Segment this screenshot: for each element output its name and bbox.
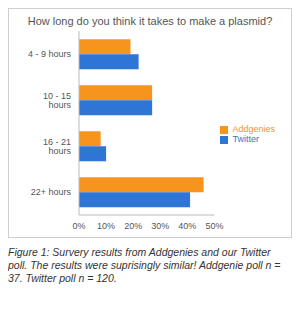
- svg-text:50%: 50%: [205, 221, 223, 231]
- svg-text:10 - 15hours: 10 - 15hours: [43, 91, 72, 110]
- svg-text:40%: 40%: [178, 221, 196, 231]
- svg-text:30%: 30%: [151, 221, 169, 231]
- html-text:Addgenies: Addgenies: [232, 124, 275, 134]
- html-text:Twitter: Twitter: [232, 134, 259, 144]
- html-text:How long do you think it takes: How long do you think it takes to make a…: [27, 15, 273, 27]
- html-text:Figure 1: Survery results from: Figure 1: Survery results from Addgenies…: [8, 246, 281, 284]
- svg-text:20%: 20%: [124, 221, 142, 231]
- svg-text:22+ hours: 22+ hours: [31, 187, 72, 197]
- svg-text:4 - 9 hours: 4 - 9 hours: [28, 49, 72, 59]
- svg-text:10%: 10%: [97, 221, 115, 231]
- svg-text:16 - 21hours: 16 - 21hours: [43, 137, 72, 156]
- svg-text:0%: 0%: [72, 221, 85, 231]
